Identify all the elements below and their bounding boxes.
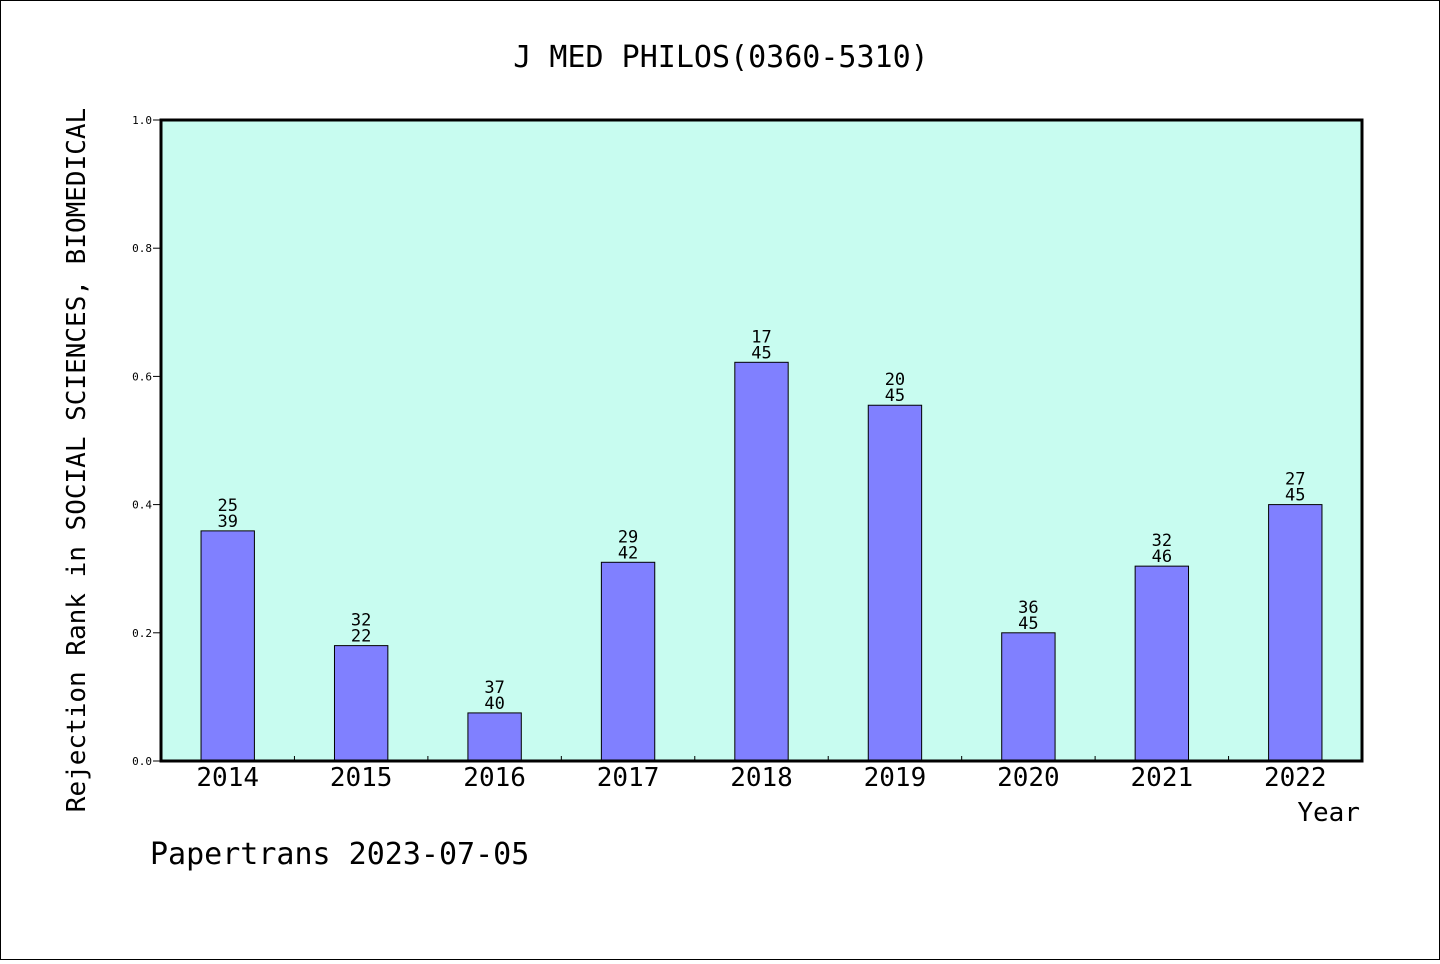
bar-2015 — [333, 645, 389, 762]
bar-2016 — [467, 712, 522, 762]
footer-text: Papertrans 2023-07-05 — [150, 837, 529, 872]
x-tick-label-2017: 2017 — [597, 763, 660, 793]
data-label-bottom-2019: 45 — [885, 386, 905, 406]
x-tick-label-2019: 2019 — [864, 763, 927, 793]
data-label-bottom-2016: 40 — [484, 694, 504, 714]
y-tick-label-0.0: 0.0 — [132, 755, 152, 768]
x-tick-label-2021: 2021 — [1131, 763, 1194, 793]
data-label-top-2018: 17 — [751, 327, 771, 347]
data-label-top-2016: 37 — [484, 678, 504, 698]
bar-2014 — [200, 530, 255, 762]
x-tick-label-2016: 2016 — [463, 763, 526, 793]
chart-title: J MED PHILOS(0360-5310) — [513, 40, 928, 75]
bar-2021 — [1134, 565, 1190, 762]
data-label-bottom-2018: 45 — [751, 343, 771, 363]
bar-2019 — [867, 404, 923, 762]
x-tick-label-2022: 2022 — [1264, 763, 1327, 793]
bar-2020 — [1001, 632, 1056, 762]
data-label-bottom-2022: 45 — [1285, 486, 1305, 506]
y-tick-label-0.8: 0.8 — [132, 242, 152, 255]
data-label-bottom-2014: 39 — [217, 512, 237, 532]
data-label-top-2014: 25 — [217, 496, 237, 516]
x-tick-label-2015: 2015 — [330, 763, 393, 793]
x-tick-label-2018: 2018 — [730, 763, 793, 793]
bar-2018 — [734, 361, 789, 762]
data-label-bottom-2015: 22 — [351, 627, 371, 647]
bars-layer — [200, 361, 1323, 762]
data-label-bottom-2021: 46 — [1152, 547, 1172, 567]
data-label-top-2019: 20 — [885, 370, 905, 390]
data-label-top-2021: 32 — [1152, 531, 1172, 551]
y-axis-label: Rejection Rank in SOCIAL SCIENCES, BIOME… — [62, 108, 92, 812]
bar-2017 — [600, 561, 656, 762]
y-tick-label-0.2: 0.2 — [132, 627, 152, 640]
x-tick-label-2020: 2020 — [997, 763, 1060, 793]
data-label-top-2022: 27 — [1285, 470, 1305, 490]
data-label-top-2017: 29 — [618, 527, 638, 547]
y-tick-label-0.6: 0.6 — [132, 370, 152, 383]
data-label-bottom-2020: 45 — [1018, 614, 1038, 634]
x-tick-label-2014: 2014 — [196, 763, 259, 793]
data-label-top-2015: 32 — [351, 611, 371, 631]
y-tick-label-1.0: 1.0 — [132, 114, 152, 127]
bar-2022 — [1268, 504, 1323, 762]
x-axis-label: Year — [1297, 798, 1360, 828]
data-label-top-2020: 36 — [1018, 598, 1038, 618]
data-label-bottom-2017: 42 — [618, 543, 638, 563]
axis-ticks-layer: 2014 2015 2016 2017 2018 2019 2020 2021 20220.00… — [132, 114, 1326, 793]
y-tick-label-0.4: 0.4 — [132, 499, 152, 512]
plot-frame — [159, 118, 1364, 763]
